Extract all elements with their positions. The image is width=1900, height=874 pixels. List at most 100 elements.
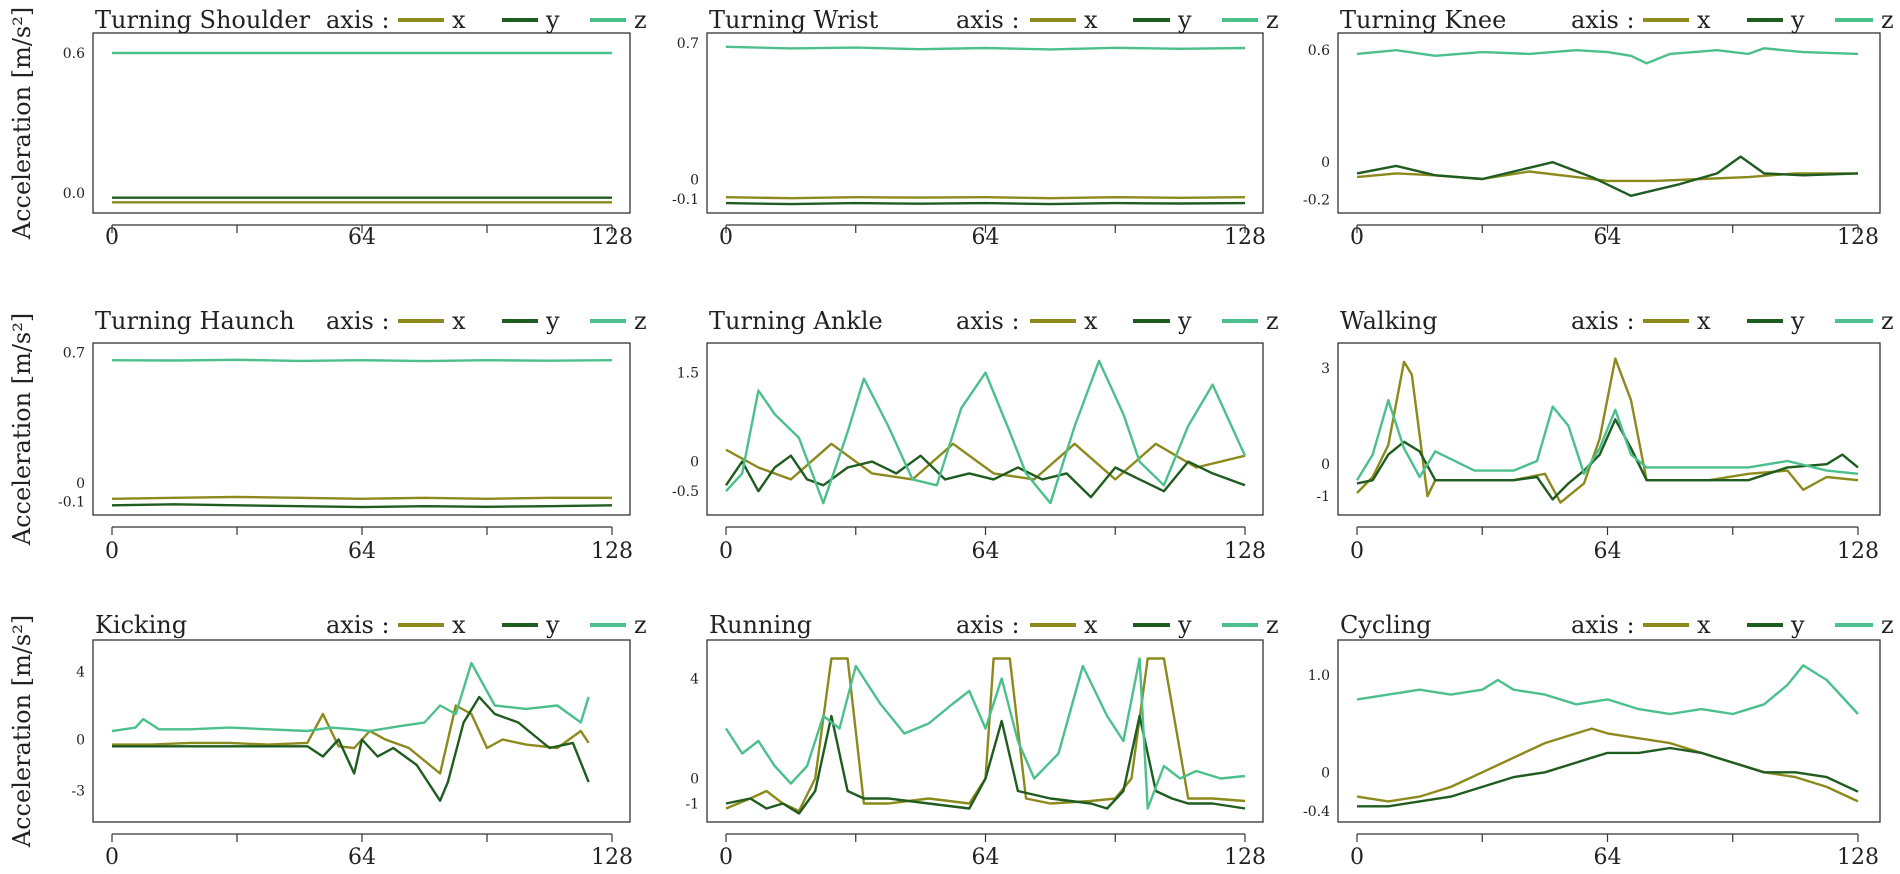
- plot-frame: [92, 639, 631, 823]
- series-line-z: [1356, 664, 1859, 716]
- y-tick-label-0: 0: [690, 173, 699, 189]
- y-tick-label-4: 4: [76, 665, 85, 681]
- panel-turning-haunch: Turning Haunch axis : x y z 0 64 128 0.7 0 -0.1: [58, 307, 647, 564]
- x-tick-label-128: 128: [591, 225, 633, 250]
- plot-frame: [706, 639, 1264, 823]
- panel-turning-wrist: Turning Wrist axis : x y z 0 64 128 0.7 0 -0.1: [672, 6, 1279, 250]
- series-line-x: [1356, 357, 1859, 504]
- x-tick-label-0: 0: [105, 539, 119, 564]
- plot-frame: [1337, 32, 1881, 214]
- y-tick-label-1.0: 1.0: [1308, 668, 1330, 684]
- x-tick-label-0: 0: [719, 539, 733, 564]
- y-tick-label-0: 0: [1321, 765, 1330, 781]
- x-tick-label-64: 64: [972, 225, 1000, 250]
- legend-label-y: y: [545, 307, 560, 335]
- x-tick-label-64: 64: [1594, 225, 1622, 250]
- series-line-y: [1357, 746, 1859, 808]
- x-tick-label-128: 128: [1224, 845, 1266, 870]
- y-tick-label--0.4: -0.4: [1303, 804, 1330, 820]
- legend-label-x: x: [1697, 611, 1711, 639]
- legend-prefix: axis :: [956, 307, 1020, 335]
- y-tick-label-0.6: 0.6: [1308, 43, 1330, 59]
- series-line-y: [112, 695, 590, 802]
- x-tick-label-128: 128: [1224, 539, 1266, 564]
- panel-kicking: Kicking axis : x y z 0 64 128 4 0 -3: [71, 611, 646, 870]
- legend-label-y: y: [1790, 611, 1805, 639]
- x-tick-label-0: 0: [105, 225, 119, 250]
- panel-title: Cycling: [1340, 611, 1432, 639]
- x-tick-label-0: 0: [1350, 845, 1364, 870]
- legend-label-z: z: [1266, 611, 1279, 639]
- x-tick-label-64: 64: [348, 225, 376, 250]
- legend-label-x: x: [452, 611, 466, 639]
- ylabel-row-2: Acceleration [m/s²]: [8, 313, 36, 546]
- plot-frame: [92, 32, 631, 214]
- series-line-z: [1355, 399, 1859, 481]
- series-line-z: [725, 359, 1247, 505]
- legend-prefix: axis :: [1571, 611, 1635, 639]
- y-tick-label-0: 0: [76, 733, 85, 749]
- panel-turning-knee: Turning Knee axis : x y z 0 64 128 0.6 0 -0.2: [1303, 6, 1894, 250]
- y-tick-label-4: 4: [690, 672, 699, 688]
- legend-prefix: axis :: [326, 307, 390, 335]
- legend-prefix: axis :: [956, 611, 1020, 639]
- legend-label-y: y: [1790, 307, 1805, 335]
- y-tick-label-0: 0: [1321, 457, 1330, 473]
- series-line-z: [1356, 47, 1859, 65]
- y-tick-label--0.1: -0.1: [672, 192, 699, 208]
- panel-title: Turning Knee: [1340, 6, 1506, 34]
- legend-label-y: y: [1790, 6, 1805, 34]
- series-line-x: [112, 704, 590, 775]
- panel-title: Kicking: [95, 611, 187, 639]
- y-tick-label-0: 0: [1321, 155, 1330, 171]
- series-line-y: [725, 454, 1246, 499]
- panel-walking: Walking axis : x y z 0 64 128 3 0 -1: [1316, 307, 1893, 564]
- legend-label-x: x: [1697, 6, 1711, 34]
- series-line-y: [1356, 155, 1859, 198]
- y-tick-label--0.1: -0.1: [58, 495, 85, 511]
- y-tick-label-0: 0: [690, 455, 699, 471]
- series-line-z: [725, 45, 1246, 51]
- series-line-x: [725, 442, 1246, 481]
- x-tick-label-128: 128: [591, 845, 633, 870]
- legend-label-x: x: [452, 307, 466, 335]
- series-line-x: [725, 657, 1246, 813]
- x-tick-label-128: 128: [1224, 225, 1266, 250]
- x-tick-label-64: 64: [348, 845, 376, 870]
- legend-prefix: axis :: [326, 611, 390, 639]
- y-tick-label-3: 3: [1321, 361, 1330, 377]
- y-tick-label-0.7: 0.7: [63, 346, 85, 362]
- x-tick-label-64: 64: [972, 845, 1000, 870]
- legend-label-z: z: [634, 611, 647, 639]
- legend-label-z: z: [1881, 307, 1894, 335]
- legend-label-z: z: [1881, 6, 1894, 34]
- legend-label-x: x: [1697, 307, 1711, 335]
- series-line-x: [725, 195, 1246, 200]
- series-line-x: [1356, 727, 1859, 803]
- y-tick-label-1.5: 1.5: [677, 366, 699, 382]
- panel-running: Running axis : x y z 0 64 128 4 0 -1: [685, 611, 1278, 870]
- y-tick-label-0.6: 0.6: [63, 46, 85, 62]
- series-line-x: [111, 495, 612, 500]
- x-tick-label-0: 0: [719, 225, 733, 250]
- x-tick-label-64: 64: [1594, 845, 1622, 870]
- y-tick-label--0.5: -0.5: [672, 484, 699, 500]
- panel-turning-shoulder: Turning Shoulder axis : x y z 0 64 128 0.6 0.0: [63, 6, 647, 250]
- y-tick-label--1: -1: [1316, 489, 1330, 505]
- legend-label-y: y: [545, 611, 560, 639]
- legend-label-z: z: [1266, 307, 1279, 335]
- ylabel-row-3: Acceleration [m/s²]: [8, 615, 36, 848]
- x-tick-label-64: 64: [972, 539, 1000, 564]
- legend-label-z: z: [634, 6, 647, 34]
- series-line-y: [725, 714, 1246, 815]
- legend-label-z: z: [1266, 6, 1279, 34]
- y-tick-label-0: 0: [690, 772, 699, 788]
- legend-label-z: z: [1881, 611, 1894, 639]
- legend-label-z: z: [634, 307, 647, 335]
- y-tick-label-0: 0: [76, 476, 85, 492]
- legend-prefix: axis :: [1571, 6, 1635, 34]
- panel-title: Turning Ankle: [709, 307, 883, 335]
- y-tick-label--3: -3: [71, 784, 85, 800]
- panel-turning-ankle: Turning Ankle axis : x y z 0 64 128 1.5 0 -0.5: [672, 307, 1279, 564]
- x-tick-label-128: 128: [591, 539, 633, 564]
